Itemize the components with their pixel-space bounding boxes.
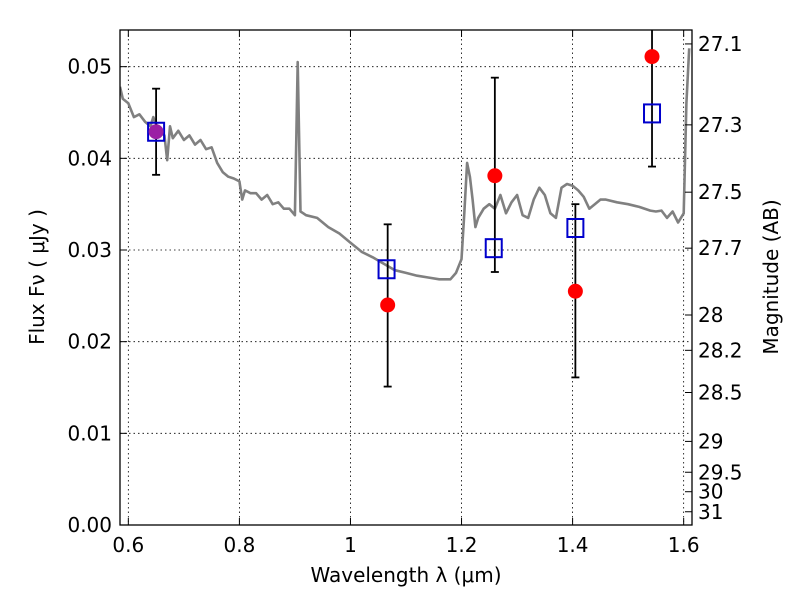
- magnitude-tick-label: 28.2: [698, 338, 743, 362]
- y-tick-label: 0.01: [67, 421, 112, 445]
- observed-flux-point: [380, 297, 396, 313]
- x-axis-ticks: 0.6 0.8 1 1.2 1.4 1.6: [112, 30, 700, 557]
- y-axis-label: Flux Fν ( μJy ): [25, 209, 49, 345]
- template-spectrum-layer: [120, 48, 691, 281]
- plot-area: [120, 30, 692, 525]
- observed-flux-point: [487, 168, 503, 184]
- magnitude-tick-label: 28: [698, 303, 723, 327]
- x-axis-label: Wavelength λ (μm): [310, 563, 501, 587]
- observed-flux-point: [567, 283, 583, 299]
- observed-point-layer: [148, 49, 660, 313]
- x-tick-label: 1.6: [668, 533, 700, 557]
- magnitude-tick-label: 29: [698, 429, 723, 453]
- magnitude-tick-label: 30: [698, 480, 723, 504]
- observed-flux-point: [148, 124, 164, 140]
- magnitude-tick-label: 27.5: [698, 180, 743, 204]
- model-flux-box: [147, 121, 166, 142]
- y-tick-label: 0.02: [67, 330, 112, 354]
- x-tick-label: 0.8: [223, 533, 255, 557]
- model-flux-box: [484, 238, 503, 259]
- y-tick-label: 0.03: [67, 238, 112, 262]
- y-tick-label: 0.04: [67, 146, 112, 170]
- plot-frame: [119, 29, 693, 526]
- magnitude-tick-label: 27.7: [698, 236, 743, 260]
- y-tick-label: 0.05: [67, 55, 112, 79]
- model-flux-box: [566, 218, 585, 238]
- model-flux-box: [377, 259, 396, 280]
- magnitude-tick-label: 27.1: [698, 32, 743, 56]
- magnitude-tick-label: 31: [698, 500, 723, 524]
- magnitude-tick-label: 28.5: [698, 381, 743, 405]
- x-tick-label: 0.6: [112, 533, 144, 557]
- model-box-layer: [147, 103, 662, 280]
- observed-flux-point: [644, 49, 660, 65]
- magnitude-tick-label: 29.5: [698, 460, 743, 484]
- x-tick-label: 1: [344, 533, 357, 557]
- x-tick-label: 1.2: [446, 533, 478, 557]
- template-spectrum-line: [120, 48, 691, 281]
- x-tick-label: 1.4: [557, 533, 589, 557]
- magnitude-tick-label: 27.3: [698, 113, 743, 137]
- y-axis-ticks: 0.00 0.01 0.02 0.03 0.04 0.05: [67, 55, 127, 537]
- y-tick-label: 0.00: [67, 513, 112, 537]
- model-flux-box: [643, 103, 662, 124]
- magnitude-axis-label: Magnitude (AB): [759, 199, 783, 354]
